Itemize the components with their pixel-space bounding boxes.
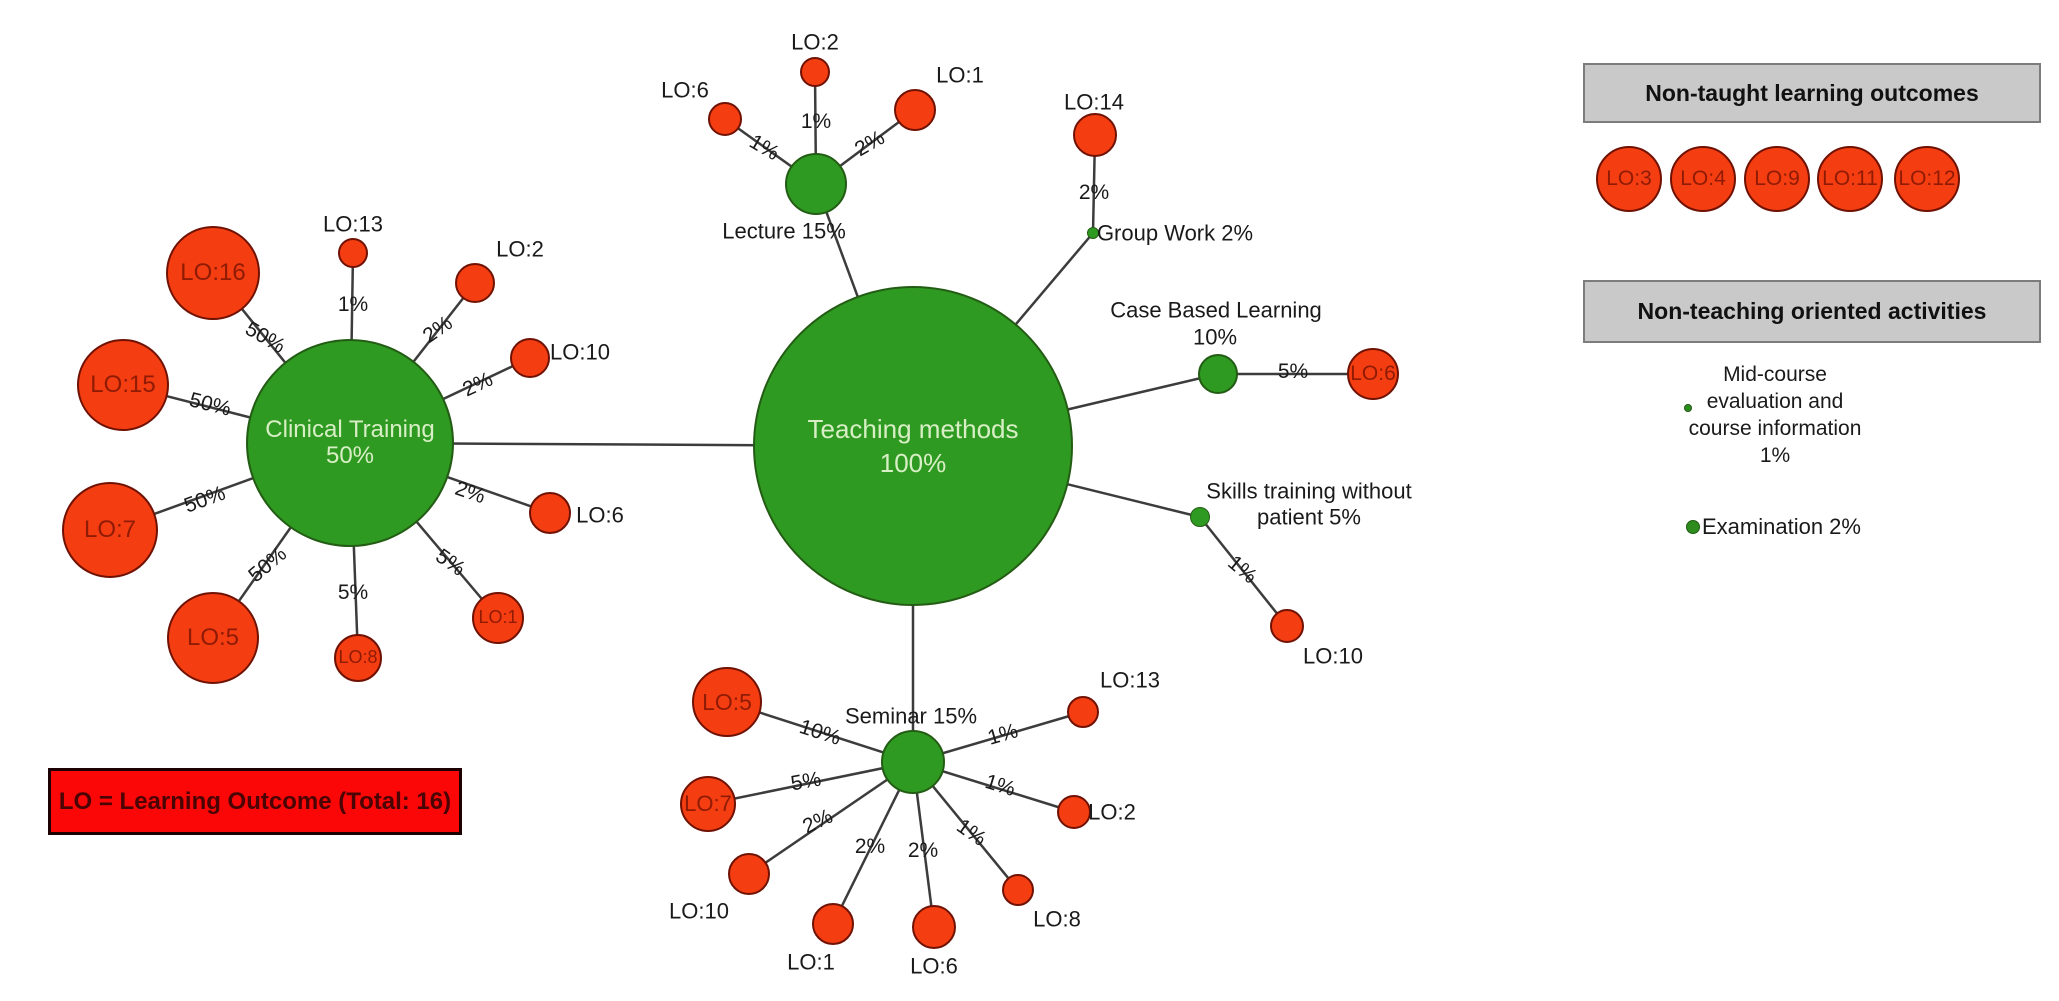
node-name-label-15: LO:10 — [1303, 643, 1363, 669]
lo-node-se5: LO:5 — [692, 667, 762, 737]
node-label-c5: LO:5 — [186, 624, 240, 652]
method-node-groupwork — [1087, 227, 1099, 239]
node-label-c15: LO:15 — [90, 371, 156, 399]
lo-node-s10 — [1270, 609, 1304, 643]
node-name-label-12: LO:2 — [791, 29, 839, 55]
node-name-label-2: Case Based Learning — [1110, 297, 1322, 323]
method-node-teaching: Teaching methods 100% — [753, 286, 1073, 606]
edge-line-seminar-se7 — [707, 760, 914, 806]
lo-node-c6 — [529, 492, 571, 534]
node-name-label-11: LO:6 — [661, 77, 709, 103]
node-label-c8: LO:8 — [338, 647, 378, 668]
lo-node-c16: LO:16 — [166, 226, 260, 320]
lo-node-c13 — [338, 238, 368, 268]
edge-line-seminar-se10 — [748, 760, 914, 876]
edge-percent-label-11: 1% — [800, 110, 832, 133]
edge-line-skills-s10 — [1199, 516, 1288, 627]
method-node-cbl — [1198, 354, 1238, 394]
lo-node-se2 — [1057, 795, 1091, 829]
midcourse-green-dot-icon — [1684, 404, 1692, 412]
lo-node-l2 — [800, 57, 830, 87]
legend-text: LO = Learning Outcome (Total: 16) — [58, 787, 452, 815]
edge-percent-label-19: 2% — [854, 835, 886, 858]
lo-node-l6 — [708, 102, 742, 136]
legend-box: LO = Learning Outcome (Total: 16) — [48, 768, 462, 835]
lo-node-se6 — [912, 905, 956, 949]
node-name-label-3: 10% — [1192, 324, 1238, 350]
non-taught-lo-circle-1: LO:4 — [1670, 146, 1736, 212]
non-taught-lo-circle-2: LO:9 — [1744, 146, 1810, 212]
node-name-label-0: Lecture 15% — [722, 218, 846, 244]
node-name-label-5: patient 5% — [1257, 504, 1361, 530]
node-label-se7: LO:7 — [684, 791, 732, 817]
node-name-label-13: LO:1 — [936, 62, 984, 88]
node-label-c7: LO:7 — [83, 516, 137, 544]
edge-percent-label-14: 5% — [1277, 360, 1309, 383]
node-name-label-14: LO:14 — [1064, 89, 1124, 115]
method-node-skills — [1190, 507, 1210, 527]
lo-node-c1: LO:1 — [472, 592, 524, 644]
lo-node-c10 — [510, 338, 550, 378]
non-taught-lo-circle-0: LO:3 — [1596, 146, 1662, 212]
non-taught-outcomes-header: Non-taught learning outcomes — [1583, 63, 2041, 123]
node-name-label-10: LO:6 — [576, 502, 624, 528]
node-name-label-8: LO:2 — [496, 236, 544, 262]
edge-percent-label-1: 1% — [337, 293, 369, 316]
node-label-cb6: LO:6 — [1350, 361, 1396, 385]
method-node-lecture — [785, 153, 847, 215]
lo-node-c15: LO:15 — [77, 339, 169, 431]
non-taught-lo-circle-4: LO:12 — [1894, 146, 1960, 212]
examination-label: Examination 2% — [1702, 514, 1861, 539]
node-name-label-6: Seminar 15% — [844, 703, 978, 729]
method-node-clinical: Clinical Training 50% — [246, 339, 454, 547]
midcourse-line-1: Mid-course — [1723, 363, 1827, 386]
edge-percent-label-20: 2% — [907, 839, 939, 862]
node-name-label-17: LO:1 — [787, 949, 835, 975]
midcourse-percent: 1% — [1759, 444, 1791, 467]
midcourse-line-2: evaluation and — [1706, 390, 1844, 413]
node-label-c1: LO:1 — [478, 607, 518, 628]
non-teaching-activities-header: Non-teaching oriented activities — [1583, 280, 2041, 343]
midcourse-line-3: course information — [1688, 417, 1862, 440]
lo-node-l1 — [894, 89, 936, 131]
lo-node-se10 — [728, 853, 770, 895]
node-name-label-19: LO:8 — [1033, 906, 1081, 932]
lo-node-se7: LO:7 — [680, 776, 736, 832]
node-name-label-16: LO:10 — [669, 898, 729, 924]
examination-green-dot-icon — [1686, 520, 1700, 534]
non-taught-lo-circle-3: LO:11 — [1817, 146, 1883, 212]
node-label-c16: LO:16 — [180, 259, 246, 287]
lo-node-c7: LO:7 — [62, 482, 158, 578]
node-name-label-4: Skills training without — [1206, 478, 1412, 504]
node-name-label-1: Group Work 2% — [1096, 220, 1254, 246]
edge-percent-label-7: 5% — [337, 581, 369, 604]
node-sublabel-teaching: 100% — [879, 448, 947, 478]
node-name-label-7: LO:13 — [323, 211, 383, 237]
edge-percent-label-13: 2% — [1078, 181, 1110, 204]
lo-node-g14 — [1073, 113, 1117, 157]
lo-node-c2 — [455, 263, 495, 303]
node-label-clinical: Clinical Training 50% — [265, 416, 435, 469]
node-name-label-9: LO:10 — [550, 339, 610, 365]
node-name-label-21: LO:13 — [1100, 667, 1160, 693]
non-taught-outcomes-title: Non-taught learning outcomes — [1645, 79, 1979, 106]
lo-node-cb6: LO:6 — [1347, 348, 1399, 400]
midcourse-evaluation-label: Mid-course evaluation and course informa… — [1635, 361, 1915, 469]
lo-node-se1 — [812, 903, 854, 945]
lo-node-se8 — [1002, 874, 1034, 906]
node-name-label-20: LO:2 — [1088, 799, 1136, 825]
method-node-seminar — [881, 730, 945, 794]
non-teaching-activities-title: Non-teaching oriented activities — [1637, 298, 1987, 324]
lo-node-se13 — [1067, 696, 1099, 728]
node-label-se5: LO:5 — [702, 688, 752, 715]
node-label-teaching: Teaching methods — [807, 413, 1019, 444]
lo-node-c5: LO:5 — [167, 592, 259, 684]
lo-node-c8: LO:8 — [334, 634, 382, 682]
node-name-label-18: LO:6 — [910, 953, 958, 979]
